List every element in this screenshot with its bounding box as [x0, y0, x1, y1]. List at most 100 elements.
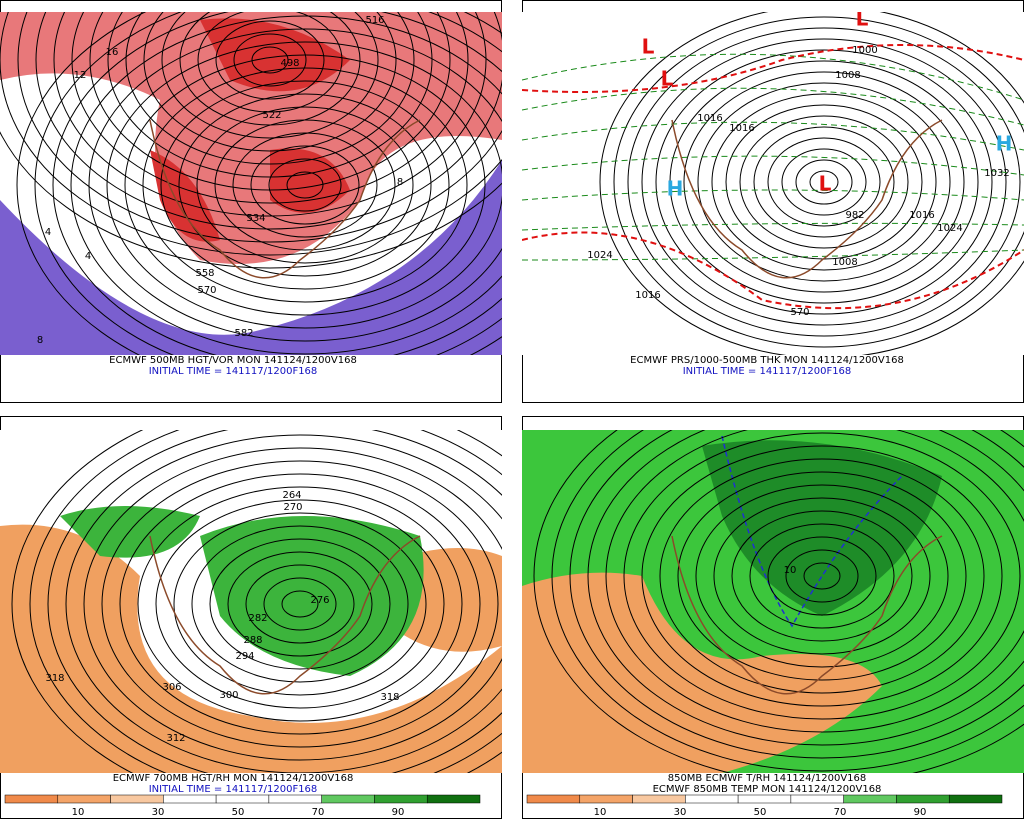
- contour-label: 570: [197, 285, 216, 296]
- thickness-540: [522, 231, 1024, 310]
- contour: [739, 115, 909, 249]
- contour: [160, 80, 450, 290]
- contour: [641, 445, 1003, 707]
- contour: [749, 523, 895, 629]
- map-subtitle: INITIAL TIME = 141117/1200F168: [149, 784, 318, 795]
- contour: [286, 171, 324, 199]
- colorbar-swatch: [579, 794, 633, 804]
- contour-label: 1008: [832, 257, 857, 268]
- contour-label: 294: [235, 651, 254, 662]
- contour-label: 276: [310, 595, 329, 606]
- panel: 1024101610161016100810001024103210161008…: [522, 0, 1024, 403]
- thickness-564: [522, 44, 1024, 93]
- rh-moist: [702, 440, 942, 616]
- colorbar-label: 10: [594, 807, 607, 818]
- contour: [142, 67, 468, 303]
- map-title: 850MB ECMWF T/RH 141124/1200V168: [668, 773, 867, 784]
- high-center: H: [667, 177, 684, 201]
- contour-label: 1016: [729, 123, 754, 134]
- low-center: L: [661, 67, 674, 91]
- contour: [767, 536, 877, 616]
- panel: 10 850MB ECMWF T/RH 141124/1200V168ECMWF …: [522, 416, 1024, 819]
- map-background: [522, 12, 1024, 355]
- contour-label: 10: [784, 565, 797, 576]
- contour: [605, 430, 1024, 733]
- contour: [533, 430, 1024, 773]
- contour: [803, 562, 841, 590]
- contour: [161, 12, 379, 139]
- contour: [809, 170, 839, 194]
- map: 10: [522, 430, 1024, 773]
- contour-label: 1032: [984, 168, 1009, 179]
- contour: [659, 458, 985, 694]
- contour: [88, 28, 502, 342]
- contour-label: 570: [790, 307, 809, 318]
- thickness-contour: [522, 222, 1024, 231]
- thickness-contour: [522, 87, 1024, 126]
- contour-label: 318: [45, 673, 64, 684]
- contour-label: 270: [283, 502, 302, 513]
- map: 516 498 522 534 558 570 582 16 12 4 4 8 8: [0, 12, 502, 355]
- contour: [613, 16, 1024, 348]
- contour-label: 16: [106, 47, 119, 58]
- map-title: ECMWF 500MB HGT/VOR MON 141124/1200V168: [109, 355, 357, 366]
- contour: [251, 46, 289, 74]
- contour: [47, 430, 502, 773]
- vorticity-low: [0, 160, 502, 355]
- contour: [795, 159, 853, 205]
- colorbar-swatch: [215, 794, 270, 804]
- contour: [245, 564, 355, 644]
- contour: [641, 38, 1007, 326]
- contour-label: 288: [243, 635, 262, 646]
- colorbar-swatch: [737, 794, 792, 804]
- coastline: [149, 535, 421, 695]
- contour: [196, 106, 414, 264]
- contour: [197, 12, 343, 113]
- thickness-contour: [522, 249, 1024, 261]
- contour: [232, 132, 378, 238]
- contour-label: 306: [162, 682, 181, 693]
- rh-dry: [0, 524, 502, 773]
- contour: [767, 137, 881, 227]
- contour-label: 558: [195, 268, 214, 279]
- contour-label: 1024: [937, 223, 962, 234]
- contour: [713, 497, 931, 655]
- colorbar-swatch: [321, 794, 375, 804]
- contour: [785, 549, 859, 603]
- colorbar-label: 50: [232, 807, 245, 818]
- contour: [695, 484, 949, 668]
- contour: [587, 430, 1024, 746]
- contour: [0, 12, 502, 256]
- contour: [268, 158, 342, 212]
- coastline: [149, 119, 421, 279]
- low-center: L: [819, 172, 832, 196]
- contour: [209, 538, 391, 670]
- contour: [569, 430, 1024, 759]
- contour: [71, 12, 469, 204]
- contour: [281, 590, 319, 618]
- contour: [731, 510, 913, 642]
- contour: [125, 12, 415, 165]
- contour: [711, 93, 937, 271]
- contour: [155, 499, 445, 709]
- contour: [143, 12, 397, 152]
- contour: [191, 525, 409, 683]
- colorbar-swatch: [790, 794, 844, 804]
- contour-label: 12: [74, 70, 87, 81]
- contour-label: 8: [397, 177, 403, 188]
- contour: [17, 12, 502, 243]
- contour: [250, 145, 360, 225]
- contour: [215, 20, 325, 100]
- contour: [781, 148, 867, 216]
- colorbar-swatch: [526, 794, 581, 804]
- contour-label: 1016: [909, 210, 934, 221]
- colorbar-label: 30: [152, 807, 165, 818]
- contour: [697, 82, 951, 282]
- contour-label: 1016: [635, 290, 660, 301]
- map-title: ECMWF PRS/1000-500MB THK MON 141124/1200…: [630, 355, 904, 366]
- contour: [101, 460, 499, 748]
- contour-label: 982: [845, 210, 864, 221]
- contour: [623, 432, 1021, 720]
- map-subtitle: INITIAL TIME = 141117/1200F168: [683, 366, 852, 377]
- contour-label: 534: [246, 213, 265, 224]
